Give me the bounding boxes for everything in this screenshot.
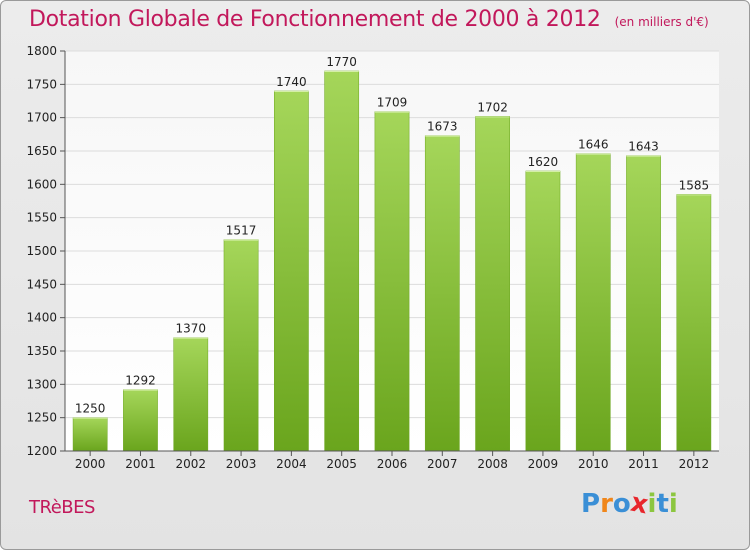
bar-value-label: 1370 — [175, 322, 206, 336]
bar — [525, 170, 561, 452]
bars — [72, 70, 712, 452]
x-tick-label: 2003 — [226, 457, 257, 471]
bar — [173, 337, 209, 452]
bar — [424, 135, 460, 452]
y-tick-label: 1800 — [26, 44, 57, 58]
y-tick-label: 1300 — [26, 377, 57, 391]
bar-value-label: 1709 — [377, 96, 408, 110]
x-tick-label: 2004 — [276, 457, 307, 471]
x-tick-label: 2011 — [628, 457, 659, 471]
bar-value-label: 1585 — [679, 178, 710, 192]
x-tick-label: 2008 — [477, 457, 508, 471]
bar — [575, 153, 611, 452]
bar — [223, 239, 259, 452]
y-tick-label: 1200 — [26, 444, 57, 458]
chart-subtitle: (en milliers d'€) — [614, 15, 709, 29]
x-tick-label: 2001 — [125, 457, 156, 471]
y-tick-label: 1500 — [26, 244, 57, 258]
bar-value-label: 1250 — [75, 402, 106, 416]
bar-value-label: 1702 — [477, 100, 508, 114]
bar — [72, 417, 108, 452]
x-tick-label: 2002 — [175, 457, 206, 471]
y-tick-label: 1450 — [26, 277, 57, 291]
bar-value-label: 1673 — [427, 120, 458, 134]
y-tick-label: 1700 — [26, 111, 57, 125]
logo-letter: o — [612, 489, 631, 519]
logo-letter: t — [656, 489, 669, 519]
bar-value-label: 1646 — [578, 138, 609, 152]
y-tick-label: 1250 — [26, 411, 57, 425]
y-axis: 1200 1250 1300 1350 1400 1450 1500 1550 1600 1650… — [26, 44, 66, 458]
bar — [274, 90, 309, 452]
x-tick-label: 2000 — [75, 457, 106, 471]
x-tick-label: 2010 — [578, 457, 609, 471]
bar-value-label: 1740 — [276, 75, 307, 89]
x-tick-label: 2007 — [427, 457, 458, 471]
bar — [374, 111, 410, 452]
y-tick-label: 1750 — [26, 77, 57, 91]
value-labels: 1250 1292 1370 1517 1740 1770 1709 1673 1702 1620… — [75, 55, 709, 416]
x-tick-label: 2005 — [326, 457, 357, 471]
bar-value-label: 1292 — [125, 374, 156, 388]
y-tick-label: 1550 — [26, 211, 57, 225]
x-tick-label: 2012 — [679, 457, 710, 471]
x-tick-label: 2009 — [528, 457, 559, 471]
x-tick-label: 2006 — [377, 457, 408, 471]
logo-letter: r — [600, 489, 613, 519]
bar — [676, 194, 712, 452]
x-axis: 2000 2001 2002 2003 2004 2005 2006 2007 2008 2009… — [65, 450, 719, 471]
y-tick-label: 1350 — [26, 344, 57, 358]
logo-letter: i — [647, 489, 657, 519]
chart-title-text: Dotation Globale de Fonctionnement de 20… — [29, 7, 601, 32]
bar — [475, 116, 510, 452]
y-tick-label: 1650 — [26, 144, 57, 158]
bar — [123, 389, 158, 452]
bar-value-label: 1643 — [628, 140, 659, 154]
bar — [324, 70, 360, 452]
bar-value-label: 1620 — [528, 155, 559, 169]
y-tick-label: 1600 — [26, 177, 57, 191]
commune-name: TRèBES — [29, 497, 95, 518]
logo-letter: i — [668, 489, 678, 519]
bar-value-label: 1517 — [226, 224, 257, 238]
chart-title: Dotation Globale de Fonctionnement de 20… — [29, 7, 709, 32]
logo-letter: P — [581, 489, 601, 519]
bar-value-label: 1770 — [326, 55, 357, 69]
bar — [626, 155, 661, 452]
y-tick-label: 1400 — [26, 311, 57, 325]
proxiti-logo: Proxiti — [581, 488, 678, 521]
